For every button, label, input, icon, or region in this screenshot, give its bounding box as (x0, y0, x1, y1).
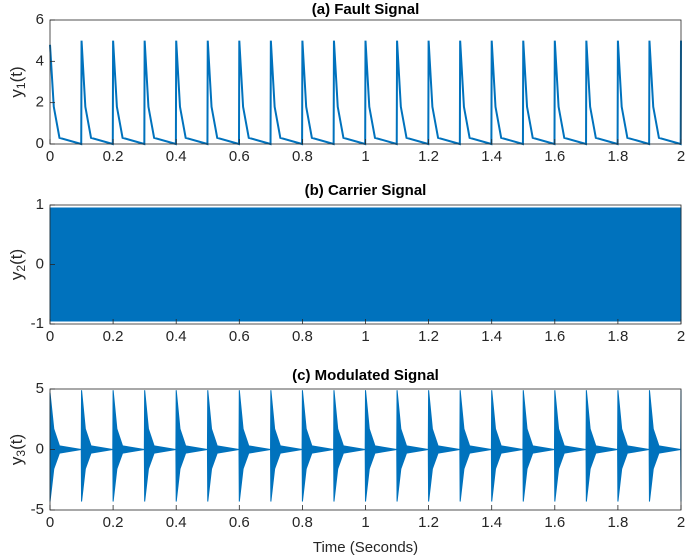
x-tick-label: 1.2 (418, 514, 439, 531)
x-tick-label: 2 (677, 514, 685, 531)
x-tick-label: 1.2 (418, 148, 439, 165)
x-tick-label: 2 (677, 328, 685, 345)
x-tick-label: 0.8 (292, 328, 313, 345)
y-label-rest: (t) (7, 249, 26, 265)
x-tick-label: 0.4 (166, 328, 187, 345)
x-tick-label: 1.8 (607, 514, 628, 531)
signal-envelope (49, 264, 682, 322)
x-tick-label: 1.2 (418, 328, 439, 345)
y-tick-label: 1 (36, 196, 44, 213)
x-tick-label: 1.6 (544, 148, 565, 165)
x-tick-label: 0.6 (229, 514, 250, 531)
y-label-rest: (t) (7, 66, 26, 82)
y-axis-label: y3(t) (7, 434, 28, 465)
y-axis-label: y2(t) (7, 249, 28, 280)
subplot-title: (c) Modulated Signal (292, 367, 439, 384)
x-tick-label: 1.6 (544, 328, 565, 345)
x-tick-label: 0.2 (103, 328, 124, 345)
x-tick-label: 1 (361, 514, 369, 531)
subplot-title: (a) Fault Signal (312, 1, 420, 18)
x-tick-label: 0.8 (292, 514, 313, 531)
x-tick-label: 0.4 (166, 148, 187, 165)
signal-envelope (49, 448, 682, 502)
y-label-base: y (7, 456, 26, 465)
x-tick-label: 1.8 (607, 148, 628, 165)
y-tick-label: 0 (36, 440, 44, 457)
y-tick-label: 5 (36, 380, 44, 397)
y-tick-label: 2 (36, 94, 44, 111)
x-tick-label: 0 (46, 328, 54, 345)
y-label-sub: 2 (14, 265, 28, 272)
y-label-sub: 3 (14, 450, 28, 457)
x-tick-label: 0.8 (292, 148, 313, 165)
signal-line (49, 40, 682, 146)
x-tick-label: 1 (361, 328, 369, 345)
y-tick-label: -1 (31, 315, 44, 332)
x-tick-label: 1 (361, 148, 369, 165)
y-tick-label: 4 (36, 52, 44, 69)
x-tick-label: 0.6 (229, 328, 250, 345)
x-tick-label: 0 (46, 514, 54, 531)
y-label-base: y (7, 271, 26, 280)
y-axis-label: y1(t) (7, 66, 28, 97)
x-tick-label: 0 (46, 148, 54, 165)
signal-envelope (49, 390, 682, 451)
x-tick-label: 0.2 (103, 514, 124, 531)
x-tick-label: 1.8 (607, 328, 628, 345)
x-tick-label: 0.2 (103, 148, 124, 165)
y-tick-label: 0 (36, 255, 44, 272)
subplot-title: (b) Carrier Signal (305, 182, 427, 199)
x-tick-label: 1.6 (544, 514, 565, 531)
x-tick-label: 0.4 (166, 514, 187, 531)
y-tick-label: -5 (31, 501, 44, 518)
x-tick-label: 0.6 (229, 148, 250, 165)
y-label-base: y (7, 89, 26, 98)
x-axis-label: Time (Seconds) (313, 539, 418, 556)
signal-envelope (49, 207, 682, 265)
x-tick-label: 1.4 (481, 148, 502, 165)
y-label-sub: 1 (14, 82, 28, 89)
y-tick-label: 6 (36, 11, 44, 28)
x-tick-label: 1.4 (481, 514, 502, 531)
x-tick-label: 2 (677, 148, 685, 165)
y-tick-label: 0 (36, 135, 44, 152)
y-label-rest: (t) (7, 434, 26, 450)
x-tick-label: 1.4 (481, 328, 502, 345)
